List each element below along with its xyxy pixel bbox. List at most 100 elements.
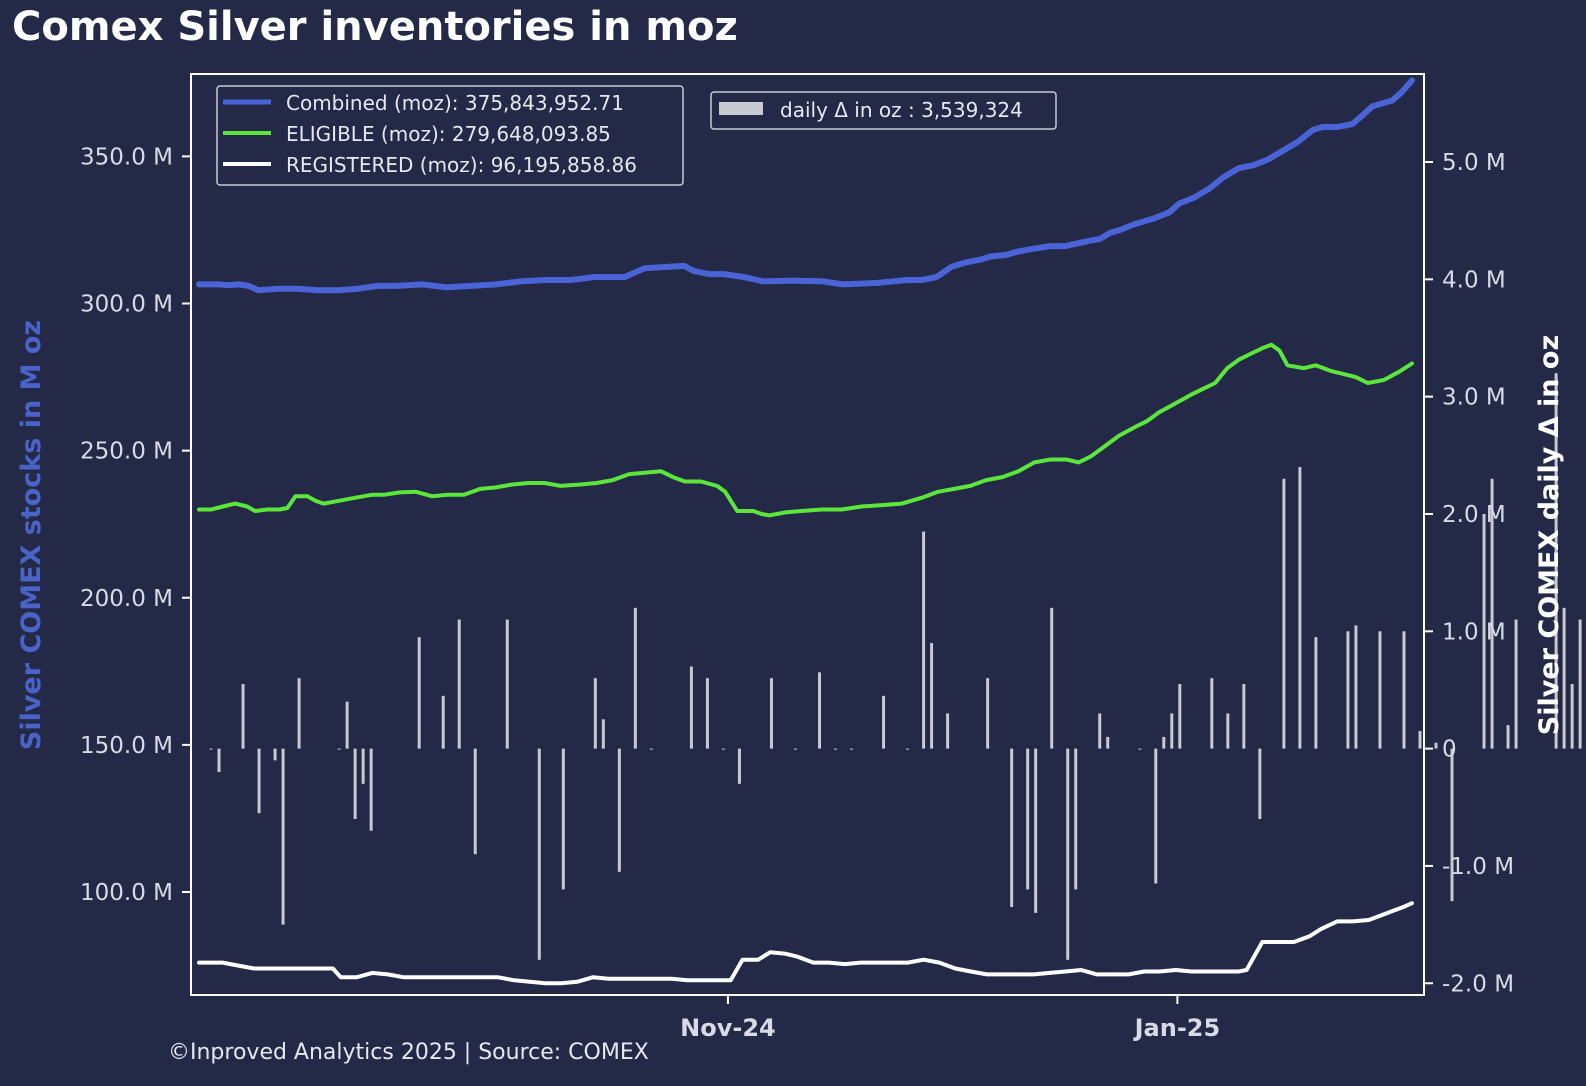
legend-label-registered: REGISTERED (moz): 96,195,858.86 bbox=[286, 153, 637, 177]
daily-delta-bar bbox=[1506, 725, 1510, 749]
right-tick-label: 3.0 M bbox=[1442, 385, 1506, 411]
daily-delta-bar bbox=[281, 748, 285, 925]
source-credit: ©Inproved Analytics 2025 | Source: COMEX bbox=[168, 1040, 649, 1065]
daily-delta-bar bbox=[473, 748, 477, 855]
daily-delta-bar bbox=[1402, 631, 1406, 749]
daily-delta-bar bbox=[273, 748, 277, 761]
daily-delta-bar bbox=[353, 748, 357, 820]
daily-delta-bar bbox=[593, 678, 597, 749]
daily-delta-bar bbox=[1562, 607, 1566, 749]
daily-delta-bar bbox=[1074, 748, 1078, 890]
daily-delta-bar bbox=[1418, 731, 1422, 749]
daily-delta-bar bbox=[1578, 619, 1582, 749]
daily-delta-bar bbox=[1314, 637, 1318, 749]
legend-lines-box bbox=[216, 85, 684, 186]
daily-delta-bar bbox=[850, 748, 854, 750]
right-tick-label: 5.0 M bbox=[1442, 150, 1506, 176]
daily-delta-bar bbox=[257, 748, 261, 814]
right-tick-label: 2.0 M bbox=[1442, 502, 1506, 528]
daily-delta-bars bbox=[209, 373, 1582, 960]
daily-delta-bar bbox=[561, 748, 565, 890]
left-y-axis: 100.0 M 150.0 M 200.0 M 250.0 M 300.0 M 350.0… bbox=[80, 144, 191, 906]
daily-delta-bar bbox=[1554, 373, 1558, 749]
daily-delta-bar bbox=[361, 748, 365, 784]
daily-delta-bar bbox=[930, 643, 934, 749]
daily-delta-bar bbox=[1242, 684, 1246, 749]
legend-label-combined: Combined (moz): 375,843,952.71 bbox=[286, 91, 624, 115]
daily-delta-bar bbox=[337, 748, 341, 750]
series-lines bbox=[196, 77, 1415, 986]
daily-delta-bar bbox=[946, 713, 950, 749]
daily-delta-bar bbox=[1154, 748, 1158, 884]
x-axis: Nov-24 Jan-25 bbox=[680, 995, 1220, 1042]
daily-delta-bar bbox=[1170, 713, 1174, 749]
right-axis-label: Silver COMEX daily Δ in oz bbox=[1534, 335, 1565, 735]
plot-frame bbox=[190, 73, 1425, 996]
daily-delta-bar bbox=[1026, 748, 1030, 890]
daily-delta-bar bbox=[1066, 748, 1070, 960]
right-tick-label: -2.0 M bbox=[1442, 971, 1514, 997]
daily-delta-bar bbox=[417, 637, 421, 749]
daily-delta-bar bbox=[1010, 748, 1014, 908]
daily-delta-bar bbox=[1354, 625, 1358, 749]
daily-delta-bar bbox=[1490, 478, 1494, 749]
x-tick-label: Jan-25 bbox=[1133, 1014, 1221, 1042]
daily-delta-bar bbox=[737, 748, 741, 784]
daily-delta-bar bbox=[1378, 631, 1382, 749]
daily-delta-bar bbox=[1226, 713, 1230, 749]
daily-delta-bar bbox=[1482, 513, 1486, 749]
daily-delta-bar bbox=[649, 748, 653, 750]
daily-delta-bar bbox=[601, 719, 605, 749]
daily-delta-bar bbox=[1106, 736, 1110, 749]
daily-delta-bar bbox=[721, 748, 725, 750]
x-tick-label: Nov-24 bbox=[680, 1014, 776, 1042]
legend-lines: Combined (moz): 375,843,952.71 ELIGIBLE … bbox=[216, 85, 684, 186]
right-tick-label: 4.0 M bbox=[1442, 267, 1506, 293]
daily-delta-bar bbox=[1162, 736, 1166, 749]
daily-delta-bar bbox=[882, 695, 886, 749]
legend-bars-box bbox=[710, 91, 1057, 130]
left-tick-label: 100.0 M bbox=[80, 880, 173, 906]
daily-delta-bar bbox=[369, 748, 373, 831]
daily-delta-bar bbox=[689, 666, 693, 749]
right-tick-label: 0 bbox=[1442, 737, 1457, 763]
daily-delta-bar bbox=[441, 695, 445, 749]
daily-delta-bar bbox=[297, 678, 301, 749]
daily-delta-bar bbox=[1258, 748, 1262, 820]
legend-label-daily-delta: daily Δ in oz : 3,539,324 bbox=[780, 98, 1023, 122]
left-tick-label: 350.0 M bbox=[80, 144, 173, 170]
legend-label-eligible: ELIGIBLE (moz): 279,648,093.85 bbox=[286, 122, 611, 146]
daily-delta-bar bbox=[633, 607, 637, 749]
left-axis-label: Silver COMEX stocks in M oz bbox=[16, 320, 47, 750]
daily-delta-bar bbox=[1570, 684, 1574, 749]
left-tick-label: 200.0 M bbox=[80, 586, 173, 612]
daily-delta-bar bbox=[1514, 619, 1518, 749]
left-tick-label: 150.0 M bbox=[80, 733, 173, 759]
daily-delta-bar bbox=[1178, 684, 1182, 749]
daily-delta-bar bbox=[345, 701, 349, 749]
daily-delta-bar bbox=[209, 748, 213, 750]
daily-delta-bar bbox=[1346, 631, 1350, 749]
daily-delta-bar bbox=[769, 678, 773, 749]
left-tick-label: 300.0 M bbox=[80, 292, 173, 318]
daily-delta-bar bbox=[241, 684, 245, 749]
chart-title: Comex Silver inventories in moz bbox=[12, 4, 738, 50]
daily-delta-bar bbox=[793, 748, 797, 750]
daily-delta-bar bbox=[1282, 478, 1286, 749]
daily-delta-bar bbox=[1098, 713, 1102, 749]
daily-delta-bar bbox=[1298, 467, 1302, 749]
legend-swatch-daily-delta bbox=[719, 102, 763, 115]
daily-delta-bar bbox=[922, 531, 926, 749]
registered-line bbox=[197, 901, 1414, 986]
right-y-axis: -2.0 M -1.0 M 0 1.0 M 2.0 M 3.0 M 4.0 M 5.0 M bbox=[1424, 150, 1514, 997]
daily-delta-bar bbox=[457, 619, 461, 749]
right-tick-label: -1.0 M bbox=[1442, 854, 1514, 880]
daily-delta-bar bbox=[906, 748, 910, 750]
daily-delta-bar bbox=[1434, 742, 1438, 749]
daily-delta-bar bbox=[537, 748, 541, 960]
right-tick-label: 1.0 M bbox=[1442, 619, 1506, 645]
daily-delta-bar bbox=[505, 619, 509, 749]
daily-delta-bar bbox=[1450, 748, 1454, 902]
left-tick-label: 250.0 M bbox=[80, 439, 173, 465]
